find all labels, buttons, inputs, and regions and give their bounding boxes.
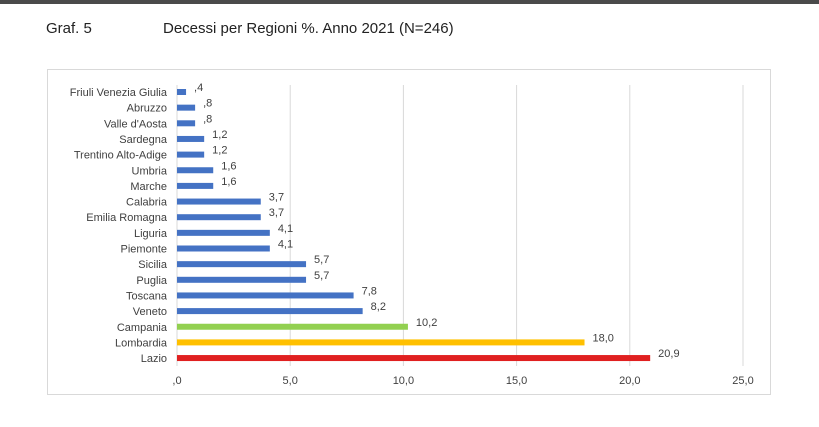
bar: [177, 261, 307, 268]
bar: [177, 355, 651, 362]
figure-number: Graf. 5: [46, 20, 92, 37]
category-label: Veneto: [133, 306, 167, 318]
category-label: Piemonte: [121, 244, 167, 256]
bar: [177, 151, 205, 158]
data-label: ,8: [203, 98, 212, 110]
data-label: 10,2: [416, 317, 437, 329]
category-label: Friuli Venezia Giulia: [70, 87, 168, 99]
category-label: Campania: [117, 322, 168, 334]
data-label: 4,1: [278, 223, 293, 235]
category-label: Emilia Romagna: [86, 212, 168, 224]
data-label: 5,7: [314, 254, 329, 266]
data-label: 1,2: [212, 129, 227, 141]
bar: [177, 245, 270, 252]
bar: [177, 120, 196, 127]
bar: [177, 276, 307, 283]
x-tick-label: 20,0: [619, 375, 640, 387]
data-label: 4,1: [278, 239, 293, 251]
data-label: 1,6: [221, 160, 236, 172]
data-label: 7,8: [362, 285, 377, 297]
data-label: 18,0: [593, 332, 614, 344]
bar: [177, 104, 196, 111]
x-tick-label: 15,0: [506, 375, 527, 387]
bar: [177, 135, 205, 142]
category-label: Sardegna: [119, 134, 168, 146]
bar: [177, 167, 214, 174]
x-tick-label: 10,0: [393, 375, 414, 387]
category-label: Abruzzo: [127, 103, 167, 115]
category-label: Lazio: [141, 353, 167, 365]
bar: [177, 323, 408, 330]
category-label: Valle d'Aosta: [104, 118, 168, 130]
category-label: Sicilia: [138, 259, 168, 271]
data-label: 3,7: [269, 192, 284, 204]
category-label: Trentino Alto-Adige: [74, 150, 167, 162]
data-label: ,4: [194, 82, 203, 94]
data-label: 8,2: [371, 301, 386, 313]
bar: [177, 229, 270, 236]
bar: [177, 198, 261, 205]
category-label: Liguria: [134, 228, 168, 240]
bar: [177, 89, 187, 95]
data-label: 1,6: [221, 176, 236, 188]
data-label: 1,2: [212, 145, 227, 157]
data-label: 3,7: [269, 207, 284, 219]
data-label: 20,9: [658, 348, 679, 360]
category-label: Lombardia: [115, 337, 168, 349]
category-label: Puglia: [136, 275, 167, 287]
category-label: Toscana: [126, 290, 168, 302]
category-label: Marche: [130, 181, 167, 193]
x-tick-label: 5,0: [283, 375, 298, 387]
bar: [177, 182, 214, 189]
data-label: 5,7: [314, 270, 329, 282]
chart-frame: [47, 69, 771, 395]
chart-title: Decessi per Regioni %. Anno 2021 (N=246): [163, 20, 454, 37]
category-label: Calabria: [126, 197, 168, 209]
bar: [177, 292, 354, 299]
x-tick-label: ,0: [172, 375, 181, 387]
bar: [177, 308, 363, 315]
x-tick-label: 25,0: [732, 375, 753, 387]
top-rule: [0, 0, 819, 4]
bar: [177, 214, 261, 221]
data-label: ,8: [203, 113, 212, 125]
category-label: Umbria: [132, 165, 168, 177]
bar: [177, 339, 585, 346]
